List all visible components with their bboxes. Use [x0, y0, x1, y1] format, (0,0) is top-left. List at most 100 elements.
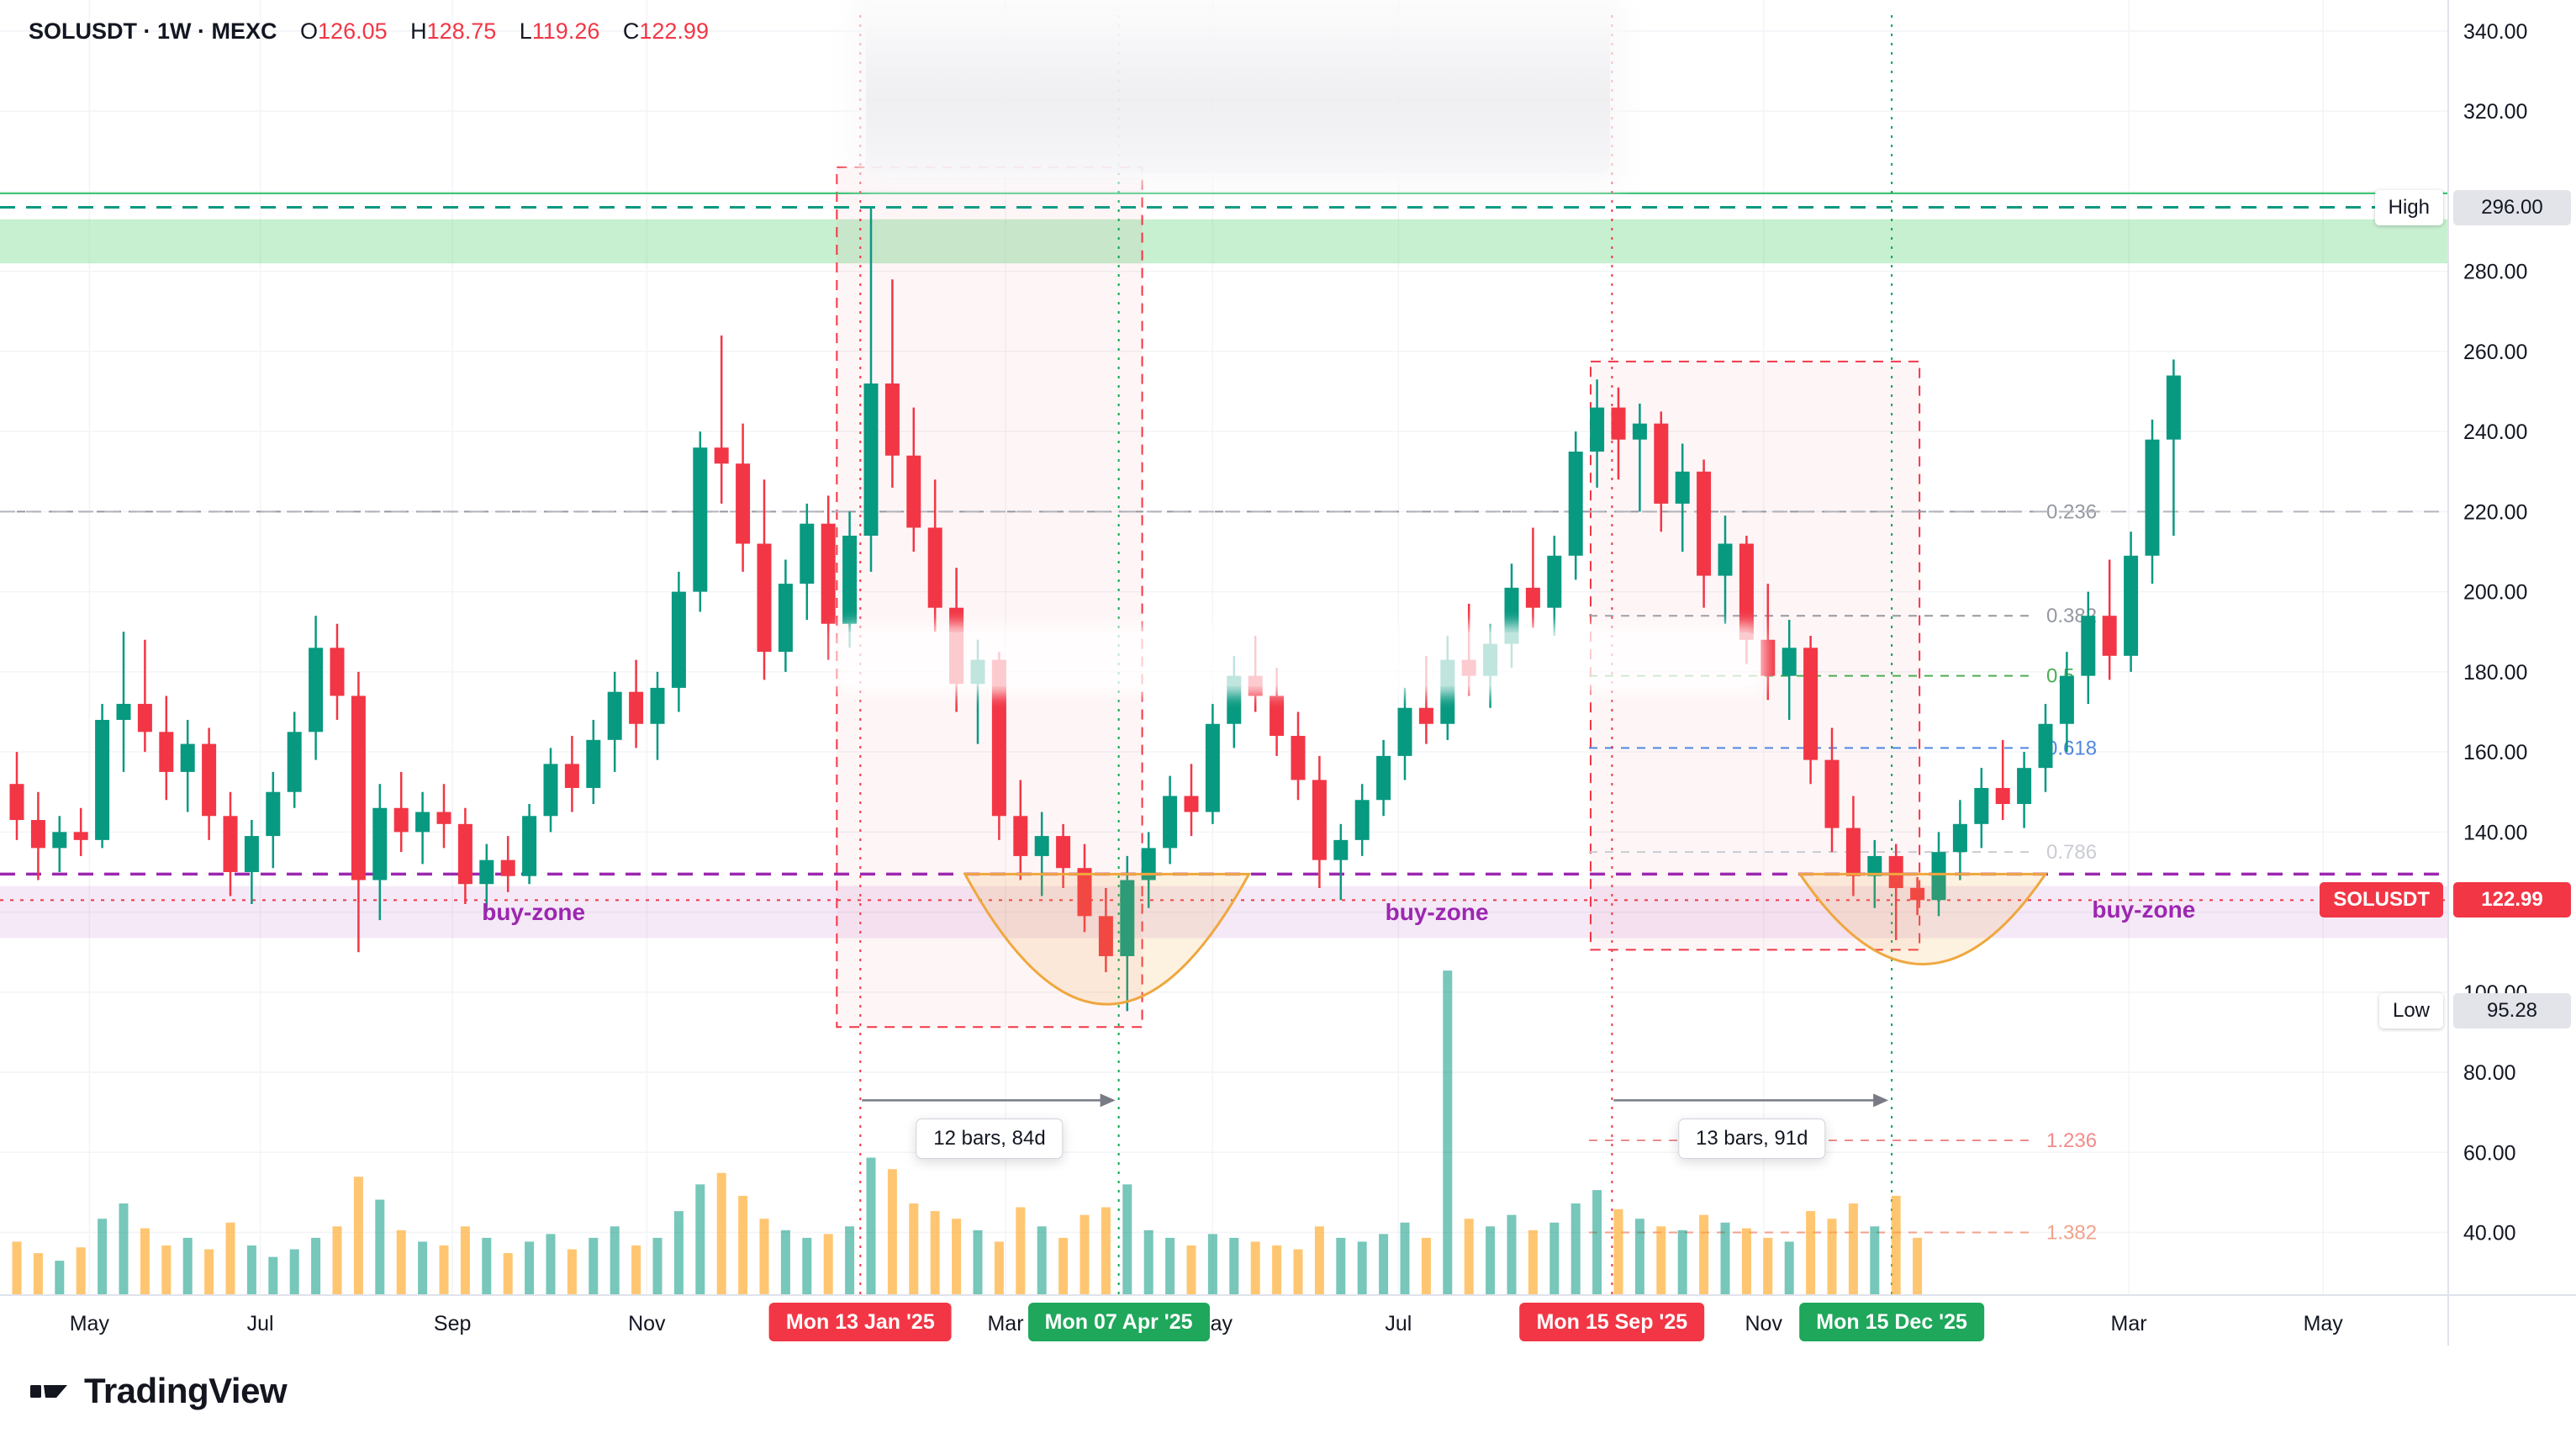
volume-bar [1207, 1234, 1217, 1295]
volume-bar [652, 1237, 662, 1295]
volume-bar [1122, 1184, 1132, 1295]
volume-bar [332, 1226, 342, 1295]
volume-bar [1507, 1214, 1517, 1295]
candle-body [1888, 855, 1903, 889]
candle-body [30, 820, 45, 849]
price-tick-label: 340.00 [2463, 20, 2527, 44]
candle-body [95, 720, 110, 840]
candle-body [1547, 555, 1562, 608]
candle-body [2102, 616, 2117, 656]
volume-bar [1806, 1211, 1816, 1295]
date-badge-dec[interactable]: Mon 15 Dec '25 [1799, 1303, 1984, 1341]
candle-body [1504, 587, 1519, 644]
fib-label: 1.382 [2046, 1222, 2097, 1245]
volume-bar [1570, 1203, 1581, 1295]
tradingview-logo[interactable]: TradingView [29, 1371, 288, 1411]
volume-bar [1016, 1207, 1026, 1295]
candle-body [2124, 555, 2139, 656]
volume-bar [1058, 1237, 1069, 1295]
symbol-legend[interactable]: SOLUSDT · 1W · MEXC O126.05 H128.75 L119… [29, 19, 709, 45]
volume-bar [546, 1234, 556, 1295]
bar-counter-arrowhead [1100, 1093, 1116, 1108]
candle-body [522, 816, 537, 876]
price-tick-label: 260.00 [2463, 341, 2527, 364]
volume-bar [161, 1245, 172, 1295]
volume-bar [119, 1203, 129, 1295]
volume-bar [887, 1169, 897, 1295]
price-tick-label: 60.00 [2463, 1141, 2516, 1165]
candle-body [1248, 675, 1263, 696]
candle-body [1867, 855, 1882, 876]
candle-body [309, 648, 324, 732]
candle-body [500, 859, 515, 876]
bottom-arc [1797, 872, 2048, 965]
fib-label: 0.786 [2046, 841, 2097, 864]
candle-body [1611, 407, 1626, 440]
volume-bar [182, 1237, 193, 1295]
volume-bar [55, 1261, 65, 1295]
candle-body [52, 832, 67, 849]
symbol-title[interactable]: SOLUSDT · 1W · MEXC [29, 19, 277, 44]
date-badge-jan[interactable]: Mon 13 Jan '25 [768, 1303, 952, 1341]
candle-body [1697, 471, 1712, 576]
price-tick-label: 140.00 [2463, 821, 2527, 844]
candle-body [1760, 639, 1776, 676]
candle-body [1845, 828, 1861, 876]
volume-bar [1464, 1219, 1474, 1295]
candle-body [1418, 707, 1433, 724]
volume-bar [738, 1195, 748, 1295]
volume-bar [503, 1253, 513, 1295]
date-badge-sep[interactable]: Mon 15 Sep '25 [1519, 1303, 1705, 1341]
ohlc-low: L119.26 [519, 19, 600, 44]
candle-body [863, 383, 879, 536]
time-axis-area[interactable] [0, 1295, 2576, 1346]
volume-bar [1272, 1245, 1282, 1295]
volume-bar [1549, 1222, 1560, 1295]
candle-body [73, 832, 88, 840]
volume-bar [866, 1157, 876, 1295]
candle-body [693, 447, 708, 592]
candle-body [244, 836, 259, 872]
candle-body [351, 695, 366, 881]
candle-body [287, 732, 302, 792]
tradingview-logo-icon [30, 1385, 67, 1398]
candle-body [1184, 796, 1199, 812]
month-label: Nov [628, 1312, 666, 1335]
candle-body [1098, 916, 1113, 956]
price-tick-label: 320.00 [2463, 100, 2527, 124]
candle-body [736, 463, 751, 544]
volume-bar [930, 1211, 940, 1295]
candle-body [1354, 800, 1370, 840]
price-tick-label: 200.00 [2463, 581, 2527, 605]
candle-body [906, 455, 921, 528]
candle-body [1525, 587, 1540, 608]
candle-body [330, 648, 345, 696]
volume-bar [268, 1256, 278, 1295]
volume-bar [225, 1222, 235, 1295]
candle-body [2017, 768, 2032, 805]
bar-counter-tooltip: 12 bars, 84d [916, 1118, 1064, 1160]
volume-bar [418, 1241, 428, 1295]
volume-bar [1079, 1214, 1090, 1295]
candle-body [1291, 736, 1306, 780]
candle-body [436, 812, 451, 824]
price-tick-label: 220.00 [2463, 500, 2527, 524]
fib-label: 1.236 [2046, 1129, 2097, 1152]
volume-bar [98, 1219, 108, 1295]
month-label: Mar [987, 1312, 1023, 1335]
volume-bar [204, 1249, 214, 1295]
volume-bar [952, 1219, 962, 1295]
candle-body [1952, 823, 1967, 853]
candle-body [1739, 543, 1754, 640]
price-tick-label: 40.00 [2463, 1222, 2516, 1245]
price-tick-label: 160.00 [2463, 741, 2527, 764]
candle-body [457, 823, 472, 885]
candle-body [1120, 880, 1135, 956]
volume-bar [1421, 1237, 1431, 1295]
date-badge-apr[interactable]: Mon 07 Apr '25 [1027, 1303, 1210, 1341]
candle-body [1056, 836, 1071, 869]
candle-body [1312, 780, 1327, 860]
volume-bar [1634, 1219, 1644, 1295]
